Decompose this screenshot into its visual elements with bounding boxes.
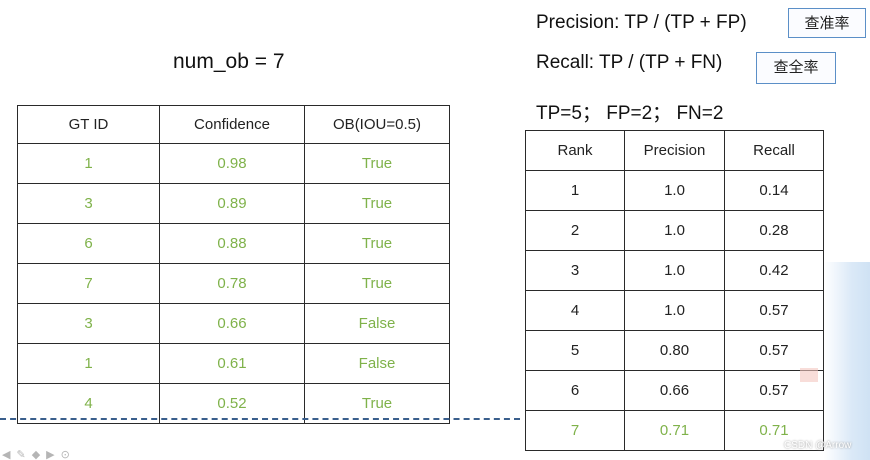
table-row: 4 1.0 0.57	[525, 290, 824, 331]
precision-cell: 0.80	[624, 330, 725, 371]
table-row: 1 1.0 0.14	[525, 170, 824, 211]
header-ob: OB(IOU=0.5)	[304, 105, 450, 144]
table-row: 7 0.78 True	[17, 263, 450, 304]
recall-tag: 查全率	[756, 52, 836, 84]
gt-id-cell: 1	[17, 343, 160, 384]
table-row: 1 0.98 True	[17, 143, 450, 184]
gt-id-cell: 3	[17, 303, 160, 344]
confidence-cell: 0.88	[159, 223, 305, 264]
table-row: 3 0.66 False	[17, 303, 450, 344]
recall-cell: 0.57	[724, 290, 824, 331]
rank-cell: 3	[525, 250, 625, 291]
ob-cell: True	[304, 183, 450, 224]
precision-cell: 1.0	[624, 210, 725, 251]
header-precision: Precision	[624, 130, 725, 171]
ob-cell: True	[304, 223, 450, 264]
gt-id-cell: 4	[17, 383, 160, 424]
confidence-cell: 0.61	[159, 343, 305, 384]
gt-id-cell: 6	[17, 223, 160, 264]
recall-cell: 0.14	[724, 170, 824, 211]
next-arrow-icon[interactable]: ▶	[46, 449, 55, 460]
table-row: 3 0.89 True	[17, 183, 450, 224]
table-row-highlighted: 7 0.71 0.71	[525, 410, 824, 451]
gt-id-cell: 1	[17, 143, 160, 184]
table-row: 2 1.0 0.28	[525, 210, 824, 251]
gt-id-cell: 3	[17, 183, 160, 224]
side-decoration	[824, 262, 870, 460]
precision-cell: 1.0	[624, 290, 725, 331]
menu-icon[interactable]: ◆	[31, 449, 41, 460]
watermark: CSDN @Arrow	[784, 440, 852, 451]
cropped-top-text: 一一 一 一 一 一 一 一	[600, 0, 850, 4]
header-confidence: Confidence	[159, 105, 305, 144]
rank-cell: 2	[525, 210, 625, 251]
confidence-cell: 0.98	[159, 143, 305, 184]
rank-cell: 7	[525, 410, 625, 451]
ob-cell: True	[304, 143, 450, 184]
slide-nav-controls[interactable]: ◀ ✎ ◆ ▶ ⊙	[2, 448, 70, 460]
prev-arrow-icon[interactable]: ◀	[2, 449, 11, 460]
detections-table: GT ID Confidence OB(IOU=0.5) 1 0.98 True…	[17, 105, 450, 424]
zoom-icon[interactable]: ⊙	[60, 449, 70, 460]
recall-cell: 0.71	[724, 410, 824, 451]
dashed-divider	[0, 418, 520, 420]
rank-cell: 6	[525, 370, 625, 411]
rank-cell: 1	[525, 170, 625, 211]
precision-cell: 1.0	[624, 170, 725, 211]
side-mark	[800, 368, 818, 382]
confidence-cell: 0.78	[159, 263, 305, 304]
table-row: 6 0.88 True	[17, 223, 450, 264]
pr-header-row: Rank Precision Recall	[525, 130, 824, 171]
precision-cell: 0.66	[624, 370, 725, 411]
recall-cell: 0.57	[724, 330, 824, 371]
table-row: 6 0.66 0.57	[525, 370, 824, 411]
recall-formula: Recall: TP / (TP + FN)	[536, 52, 723, 73]
recall-cell: 0.42	[724, 250, 824, 291]
precision-cell: 1.0	[624, 250, 725, 291]
ob-cell: False	[304, 303, 450, 344]
table-row: 3 1.0 0.42	[525, 250, 824, 291]
gt-id-cell: 7	[17, 263, 160, 304]
table-row: 4 0.52 True	[17, 383, 450, 424]
confidence-cell: 0.66	[159, 303, 305, 344]
table-row: 1 0.61 False	[17, 343, 450, 384]
table-row: 5 0.80 0.57	[525, 330, 824, 371]
ob-cell: True	[304, 383, 450, 424]
confidence-cell: 0.89	[159, 183, 305, 224]
tp-fp-fn-counts: TP=5； FP=2； FN=2	[536, 103, 724, 124]
num-ob-label: num_ob = 7	[173, 50, 285, 73]
pen-icon[interactable]: ✎	[16, 449, 26, 460]
precision-formula: Precision: TP / (TP + FP)	[536, 12, 747, 33]
precision-tag: 查准率	[788, 8, 866, 38]
header-rank: Rank	[525, 130, 625, 171]
ob-cell: False	[304, 343, 450, 384]
precision-cell: 0.71	[624, 410, 725, 451]
rank-cell: 4	[525, 290, 625, 331]
recall-cell: 0.28	[724, 210, 824, 251]
ob-cell: True	[304, 263, 450, 304]
detections-header-row: GT ID Confidence OB(IOU=0.5)	[17, 105, 450, 144]
header-recall: Recall	[724, 130, 824, 171]
precision-recall-table: Rank Precision Recall 1 1.0 0.14 2 1.0 0…	[525, 130, 824, 451]
header-gt-id: GT ID	[17, 105, 160, 144]
rank-cell: 5	[525, 330, 625, 371]
